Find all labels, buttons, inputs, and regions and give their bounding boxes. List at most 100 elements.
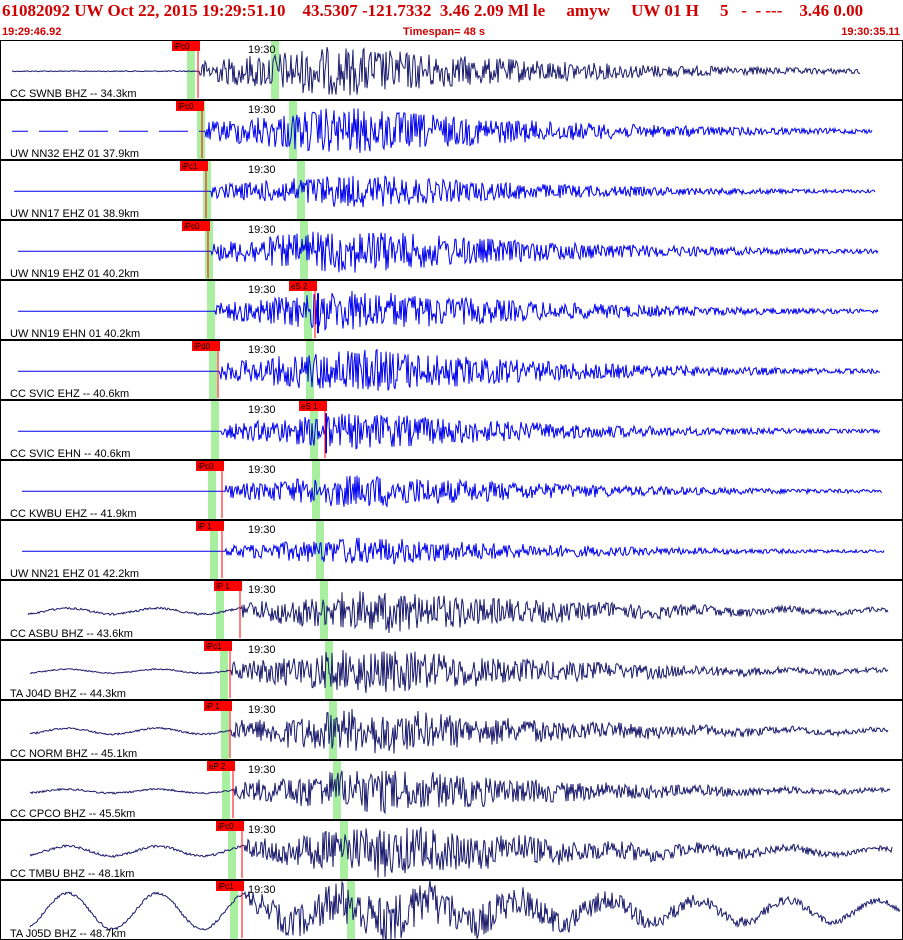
s-wave-band: [271, 41, 279, 99]
pick-label: iP 1: [216, 582, 230, 591]
station-label: CC CPCO BHZ -- 45.5km: [10, 808, 135, 820]
pick-label: iPc0: [174, 42, 190, 51]
start-time: 19:29:46.92: [2, 26, 62, 38]
minute-label: 19:30: [248, 164, 276, 176]
pick-tag: [196, 521, 224, 531]
p-wave-band: [222, 761, 230, 819]
pick-label: iPc0: [218, 822, 234, 831]
station-label: CC SWNB BHZ -- 34.3km: [10, 88, 137, 100]
p-wave-band: [197, 101, 205, 159]
s-wave-band: [333, 761, 341, 819]
p-wave-band: [207, 281, 215, 339]
minute-label: 19:30: [248, 44, 276, 56]
s-wave-band: [310, 401, 318, 459]
pick-label: iP 1: [206, 702, 220, 711]
minute-label: 19:30: [248, 884, 276, 896]
pick-tag: [172, 41, 200, 51]
minute-label: 19:30: [248, 584, 276, 596]
s-wave-band: [347, 881, 355, 939]
station-label: CC KWBU EHZ -- 41.9km: [10, 508, 137, 520]
p-wave-band: [230, 881, 238, 939]
waveform-trace: [18, 348, 881, 391]
s-wave-band: [312, 461, 320, 519]
trace-row-frame: [0, 220, 903, 280]
pick-tag: [176, 101, 204, 111]
minute-label: 19:30: [248, 524, 276, 536]
pick-label: iPc1: [206, 642, 222, 651]
pick-label: iPc0: [184, 222, 200, 231]
station-label: UW NN17 EHZ 01 38.9km: [10, 208, 139, 220]
waveform-trace: [29, 880, 901, 940]
waveform-trace: [12, 108, 873, 153]
s-wave-band: [329, 701, 337, 759]
timespan-label: Timespan= 48 s: [403, 26, 486, 38]
station-label: CC SVIC EHN -- 40.6km: [10, 448, 130, 460]
s-wave-band: [316, 521, 324, 579]
pick-tag: [204, 641, 232, 651]
p-wave-band: [205, 221, 213, 279]
waveform-trace: [29, 826, 893, 878]
p-wave-band: [210, 521, 218, 579]
minute-label: 19:30: [248, 404, 276, 416]
pick-tag: [216, 881, 244, 891]
time-bar: 19:29:46.92 Timespan= 48 s 19:30:35.11: [0, 26, 903, 40]
waveform-trace: [18, 413, 881, 450]
station-label: CC NORM BHZ -- 45.1km: [10, 748, 137, 760]
p-wave-band: [216, 581, 224, 639]
waveform-trace: [18, 290, 879, 332]
waveform-trace: [29, 770, 891, 815]
waveform-trace: [29, 650, 889, 693]
p-wave-band: [209, 341, 217, 399]
event-title: 61082092 UW Oct 22, 2015 19:29:51.10 43.…: [2, 1, 864, 20]
pick-tag: [214, 581, 242, 591]
seismogram-panel[interactable]: iPc0 19:30 CC SWNB BHZ -- 34.3km iPc0 19:30 U…: [0, 40, 903, 940]
minute-label: 19:30: [248, 644, 276, 656]
pick-label: iPc0: [178, 102, 194, 111]
waveform-trace: [29, 708, 889, 754]
s-wave-band: [300, 221, 308, 279]
pick-tag: [182, 221, 210, 231]
pick-tag: [192, 341, 220, 351]
minute-label: 19:30: [248, 344, 276, 356]
station-label: UW NN32 EHZ 01 37.9km: [10, 148, 139, 160]
waveform-trace: [27, 591, 889, 634]
header: 61082092 UW Oct 22, 2015 19:29:51.10 43.…: [0, 0, 903, 40]
station-label: CC TMBU BHZ -- 48.1km: [10, 868, 134, 880]
pick-label: iPc1: [218, 882, 234, 891]
pick-label: eS 1: [301, 402, 318, 411]
station-label: CC SVIC EHZ -- 40.6km: [10, 388, 129, 400]
minute-label: 19:30: [248, 224, 276, 236]
pick-label: iP 1: [198, 522, 212, 531]
station-label: UW NN21 EHZ 01 42.2km: [10, 568, 139, 580]
s-wave-band: [297, 161, 305, 219]
waveform-trace: [22, 475, 883, 508]
s-wave-band: [306, 341, 314, 399]
p-wave-band: [203, 161, 211, 219]
end-time: 19:30:35.11: [841, 26, 900, 38]
station-label: UW NN19 EHZ 01 40.2km: [10, 268, 139, 280]
pick-label: iPc1: [182, 162, 198, 171]
minute-label: 19:30: [248, 284, 276, 296]
pick-tag: [180, 161, 208, 171]
pick-label: eS 2: [291, 282, 308, 291]
trace-row-frame: [0, 640, 903, 700]
pick-tag: [289, 281, 317, 291]
minute-label: 19:30: [248, 704, 276, 716]
trace-row-frame: [0, 160, 903, 220]
station-label: TA J04D BHZ -- 44.3km: [10, 688, 126, 700]
pick-label: eP 2: [209, 762, 226, 771]
minute-label: 19:30: [248, 764, 276, 776]
s-wave-band: [304, 281, 312, 339]
station-label: UW NN19 EHN 01 40.2km: [10, 328, 140, 340]
waveform-trace: [11, 46, 861, 96]
pick-tag: [207, 761, 235, 771]
p-wave-band: [220, 641, 228, 699]
waveform-trace: [22, 537, 885, 565]
pick-tag: [299, 401, 327, 411]
pick-tag: [196, 461, 224, 471]
pick-tag: [204, 701, 232, 711]
minute-label: 19:30: [248, 104, 276, 116]
pick-label: iPc0: [198, 462, 214, 471]
minute-label: 19:30: [248, 824, 276, 836]
waveform-trace: [18, 231, 879, 273]
